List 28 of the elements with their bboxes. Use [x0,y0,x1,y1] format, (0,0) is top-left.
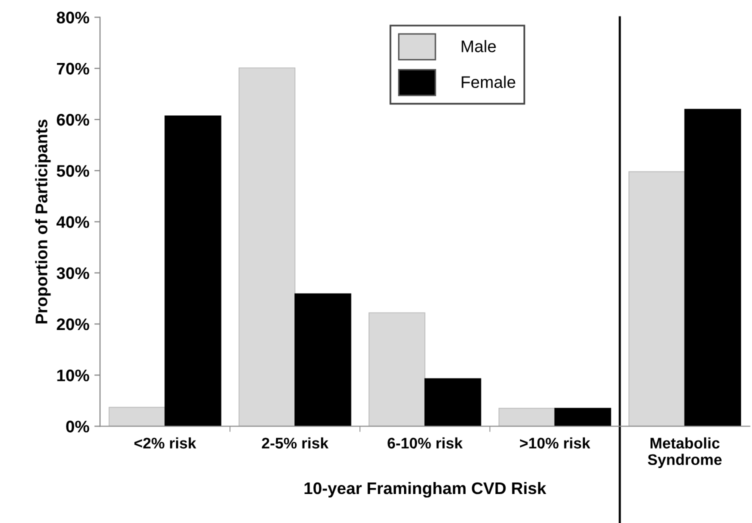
bar [164,116,222,426]
bar [108,406,166,426]
bar [554,408,612,426]
y-tick-label: 0% [66,420,90,432]
bar [684,108,742,426]
bar [294,293,352,426]
y-tick-label: 60% [56,114,90,126]
legend-label: Male [462,40,496,52]
bar [238,67,296,426]
y-axis-title: Proportion of Participants [35,120,51,324]
bar [368,312,426,426]
x-tick-label: <2% risk [134,437,196,449]
y-tick-label: 70% [56,62,90,75]
bar [424,378,482,426]
x-tick-label: 6-10% risk [388,437,463,449]
x-tick-label: >10% risk [520,437,590,449]
bar [498,408,556,426]
y-tick-label: 30% [56,267,90,280]
y-tick-label: 50% [56,165,90,177]
y-tick-label: 10% [57,370,90,382]
y-tick-label: 80% [56,12,90,24]
x-axis-title: 10-year Framingham CVD Risk [304,482,546,498]
x-tick-label: 2-5% risk [262,437,328,449]
bar [628,171,686,426]
x-tick-label: Metabolic Syndrome [648,437,722,468]
y-tick-label: 20% [56,318,90,330]
legend-label: Female [462,76,516,88]
y-tick-label: 40% [56,216,90,228]
